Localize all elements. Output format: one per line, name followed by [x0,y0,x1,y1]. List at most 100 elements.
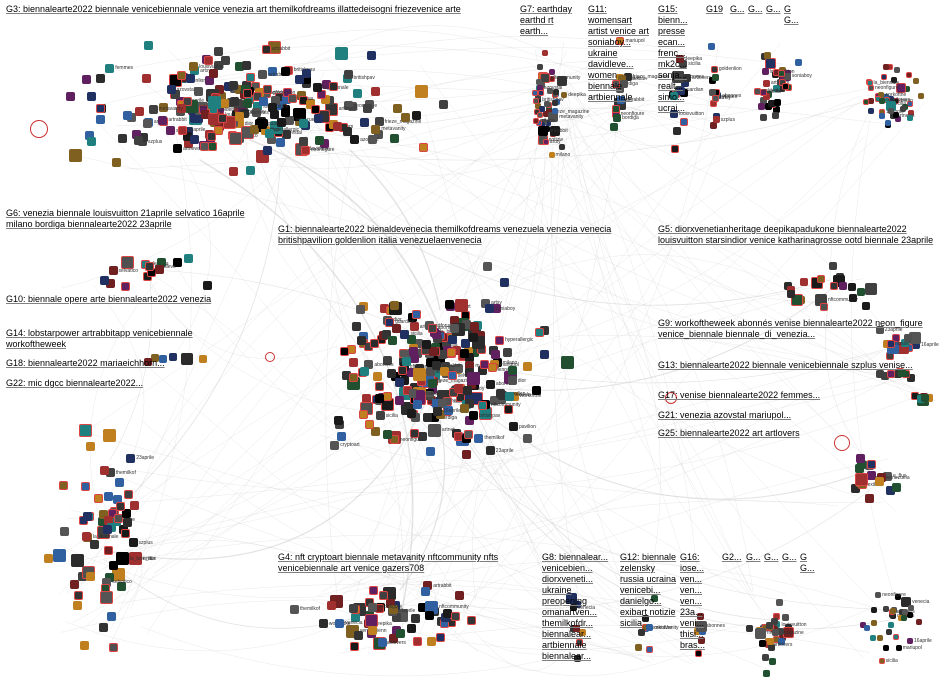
network-node[interactable] [800,278,808,286]
network-node[interactable] [214,47,223,56]
network-node[interactable] [549,69,555,75]
network-node[interactable] [290,605,299,614]
network-node[interactable] [538,90,544,96]
network-node[interactable] [145,262,154,271]
network-node[interactable] [415,85,428,98]
network-node[interactable] [505,392,514,401]
network-node[interactable] [99,623,108,632]
network-node[interactable] [177,71,186,80]
network-node[interactable] [83,512,92,521]
network-node[interactable] [883,606,889,612]
network-node[interactable] [398,366,407,375]
network-node[interactable] [116,502,125,511]
network-node[interactable] [123,111,132,120]
network-node[interactable] [469,333,478,342]
network-node[interactable] [87,137,96,146]
network-node[interactable] [561,356,574,369]
network-node[interactable] [60,527,69,536]
network-node[interactable] [66,92,75,101]
network-node[interactable] [711,66,718,73]
network-node[interactable] [888,622,894,628]
network-node[interactable] [265,129,274,138]
network-node[interactable] [469,411,478,420]
network-node[interactable] [229,132,242,145]
network-node[interactable] [281,67,290,76]
network-node[interactable] [916,619,922,625]
network-node[interactable] [865,283,877,295]
network-node[interactable] [370,339,379,348]
network-node[interactable] [537,64,543,70]
network-node[interactable] [407,624,416,633]
network-node[interactable] [262,45,271,54]
network-node[interactable] [540,350,549,359]
network-node[interactable] [542,50,548,56]
network-node[interactable] [194,87,203,96]
network-node[interactable] [549,152,555,158]
network-node[interactable] [455,591,464,600]
network-node[interactable] [363,104,372,113]
network-node[interactable] [613,114,621,122]
network-node[interactable] [856,454,865,463]
network-node[interactable] [782,614,789,621]
network-node[interactable] [864,625,870,631]
network-node[interactable] [356,305,365,314]
network-node[interactable] [295,75,304,84]
network-node[interactable] [893,634,899,640]
network-node[interactable] [462,450,471,459]
network-node[interactable] [86,442,95,451]
network-node[interactable] [868,98,874,104]
network-node[interactable] [100,591,113,604]
network-node[interactable] [349,373,358,382]
network-node[interactable] [612,105,620,113]
network-node[interactable] [533,118,539,124]
network-node[interactable] [104,492,113,501]
network-node[interactable] [710,122,717,129]
network-node[interactable] [425,611,434,620]
network-node[interactable] [407,409,416,418]
network-node[interactable] [538,126,548,136]
network-node[interactable] [467,616,476,625]
network-node[interactable] [59,481,68,490]
network-node[interactable] [855,473,868,486]
network-node[interactable] [402,357,411,366]
network-node[interactable] [96,74,105,83]
network-node[interactable] [124,490,133,499]
network-node[interactable] [496,389,505,398]
network-node[interactable] [428,424,441,437]
network-node[interactable] [478,401,487,410]
network-node[interactable] [73,601,82,610]
network-node[interactable] [428,379,437,388]
network-node[interactable] [673,127,681,135]
network-node[interactable] [875,592,881,598]
network-node[interactable] [883,64,889,70]
network-node[interactable] [229,167,238,176]
network-node[interactable] [375,394,384,403]
network-node[interactable] [421,587,430,596]
network-node[interactable] [379,591,388,600]
network-node[interactable] [671,145,679,153]
network-node[interactable] [829,262,837,270]
network-node[interactable] [277,118,286,127]
network-node[interactable] [543,139,549,145]
network-node[interactable] [488,363,497,372]
network-node[interactable] [359,410,368,419]
network-node[interactable] [433,407,442,416]
network-node[interactable] [776,599,783,606]
network-node[interactable] [314,114,323,123]
network-node[interactable] [868,85,874,91]
network-node[interactable] [130,501,139,510]
network-node[interactable] [486,446,495,455]
network-node[interactable] [315,136,324,145]
network-node[interactable] [142,74,151,83]
network-node[interactable] [246,73,255,82]
network-node[interactable] [871,620,877,626]
network-node[interactable] [892,483,901,492]
network-node[interactable] [209,69,218,78]
network-node[interactable] [758,103,765,110]
network-node[interactable] [763,80,770,87]
network-node[interactable] [229,81,238,90]
network-node[interactable] [349,604,358,613]
network-node[interactable] [340,347,349,356]
network-node[interactable] [552,108,558,114]
network-node[interactable] [94,494,103,503]
